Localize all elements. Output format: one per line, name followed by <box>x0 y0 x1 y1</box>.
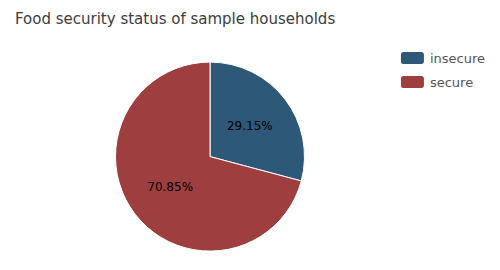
svg-text:29.15%: 29.15% <box>227 119 273 133</box>
svg-text:secure: secure <box>430 75 473 90</box>
svg-text:insecure: insecure <box>430 51 485 66</box>
svg-text:Food security status of sample: Food security status of sample household… <box>15 10 335 28</box>
svg-text:70.85%: 70.85% <box>147 180 193 194</box>
